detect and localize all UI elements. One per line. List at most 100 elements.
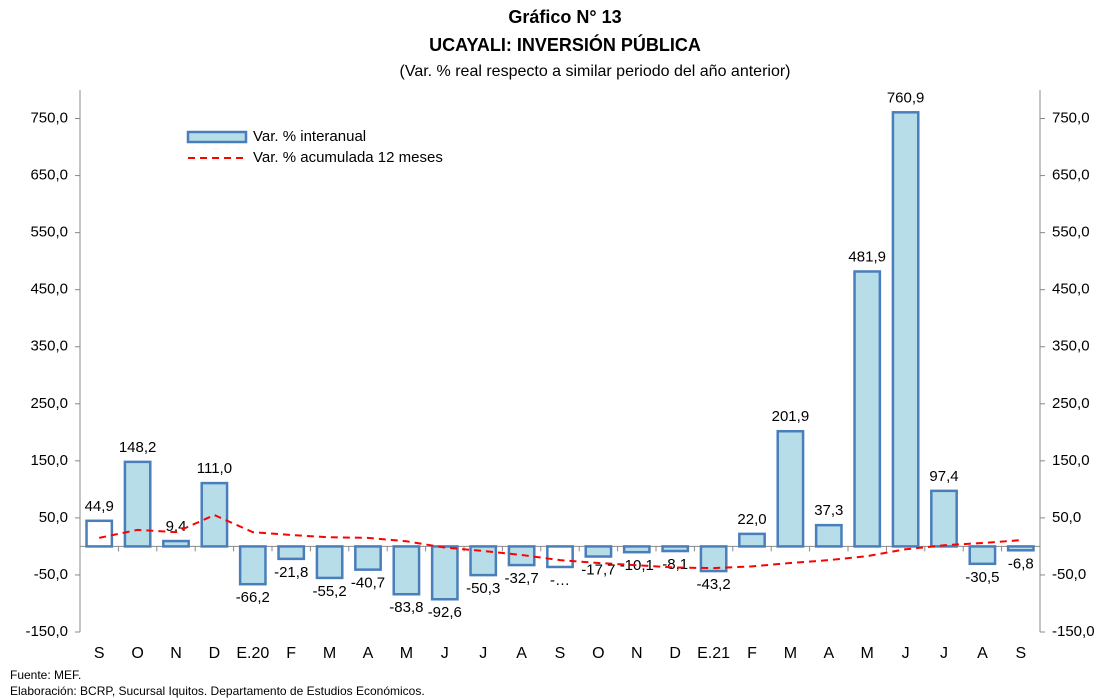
bar [162, 539, 190, 548]
y-tick-label: 150,0 [30, 452, 68, 469]
legend-label: Var. % acumulada 12 meses [253, 149, 443, 166]
y-tick-label: 350,0 [30, 338, 68, 355]
data-label: 22,0 [737, 511, 766, 528]
data-label: -66,2 [236, 589, 270, 606]
y2-tick-label: 250,0 [1052, 395, 1090, 412]
data-label: -30,5 [965, 569, 999, 586]
data-label: -… [550, 572, 570, 589]
x-tick-label: A [516, 645, 527, 662]
bar [699, 545, 728, 573]
x-tick-label: M [861, 645, 874, 662]
x-tick-label: M [784, 645, 797, 662]
legend-label: Var. % interanual [253, 128, 366, 145]
data-label: 760,9 [887, 89, 925, 106]
bar [85, 519, 114, 548]
x-tick-label: F [747, 645, 757, 662]
legend-swatch [186, 130, 248, 144]
x-tick-label: O [131, 645, 143, 662]
data-label: 201,9 [772, 408, 810, 425]
x-tick-label: J [441, 645, 449, 662]
y-tick-label: -150,0 [25, 623, 68, 640]
data-label: 9,4 [166, 518, 187, 535]
bar [507, 545, 536, 567]
note: Elaboración: BCRP, Sucursal Iquitos. Dep… [10, 684, 425, 698]
bar [814, 523, 843, 548]
x-tick-label: S [94, 645, 105, 662]
y2-tick-label: 650,0 [1052, 167, 1090, 184]
x-tick-label: J [940, 645, 948, 662]
x-tick-label: D [669, 645, 681, 662]
line [98, 513, 1021, 570]
bar [354, 545, 382, 571]
x-tick-label: J [902, 645, 910, 662]
chart-title: UCAYALI: INVERSIÓN PÚBLICA [429, 34, 701, 55]
chart-title: Gráfico N° 13 [508, 7, 621, 27]
x-tick-label: S [555, 645, 566, 662]
y2-tick-label: 50,0 [1052, 509, 1081, 526]
bar [930, 489, 958, 548]
data-label: 97,4 [929, 468, 958, 485]
x-tick-label: A [363, 645, 374, 662]
data-label: 44,9 [85, 498, 114, 515]
data-label: -8,1 [662, 556, 688, 573]
data-label: 481,9 [848, 248, 886, 265]
bar [661, 545, 690, 553]
bar [392, 545, 421, 596]
x-tick-label: N [631, 645, 643, 662]
bar [123, 460, 152, 548]
y-tick-label: 650,0 [30, 167, 68, 184]
x-tick-label: M [323, 645, 336, 662]
bar [200, 481, 229, 548]
data-label: -92,6 [428, 604, 462, 621]
y-tick-label: 50,0 [39, 509, 68, 526]
data-label: -43,2 [696, 576, 730, 593]
data-label: -55,2 [312, 583, 346, 600]
bar [853, 270, 882, 548]
bar [315, 545, 344, 580]
x-tick-label: M [400, 645, 413, 662]
y-tick-label: 450,0 [30, 281, 68, 298]
x-tick-label: D [209, 645, 221, 662]
bar [738, 532, 766, 548]
bar [968, 545, 997, 566]
x-tick-label: S [1015, 645, 1026, 662]
x-tick-label: J [479, 645, 487, 662]
x-tick-label: F [286, 645, 296, 662]
y2-tick-label: 550,0 [1052, 224, 1090, 241]
x-tick-label: E.21 [697, 645, 730, 662]
bar [776, 429, 805, 548]
x-tick-label: A [823, 645, 834, 662]
y-tick-label: 250,0 [30, 395, 68, 412]
data-label: -6,8 [1008, 555, 1034, 572]
source-note: Fuente: MEF. [10, 668, 81, 682]
bar [584, 545, 613, 558]
data-label: 111,0 [197, 460, 232, 477]
data-label: -32,7 [504, 570, 538, 587]
data-label: -83,8 [389, 599, 423, 616]
bar [430, 545, 459, 601]
chart-subtitle: (Var. % real respecto a similar periodo … [400, 63, 791, 80]
y-tick-label: 750,0 [30, 109, 68, 126]
y2-tick-label: -150,0 [1052, 623, 1095, 640]
y-tick-label: -50,0 [34, 566, 68, 583]
y2-tick-label: -50,0 [1052, 566, 1086, 583]
data-label: 37,3 [814, 502, 843, 519]
data-label: -10,1 [620, 557, 654, 574]
x-tick-label: O [592, 645, 604, 662]
bar [622, 545, 651, 554]
data-label: -50,3 [466, 580, 500, 597]
bar [238, 545, 267, 586]
bar [277, 545, 306, 561]
data-label: -17,7 [581, 561, 615, 578]
x-tick-label: N [170, 645, 182, 662]
y2-tick-label: 750,0 [1052, 109, 1090, 126]
x-tick-label: E.20 [236, 645, 269, 662]
y-tick-label: 550,0 [30, 224, 68, 241]
data-label: 148,2 [119, 439, 157, 456]
bar [891, 111, 920, 548]
data-label: -21,8 [274, 564, 308, 581]
x-tick-label: A [977, 645, 988, 662]
y2-tick-label: 350,0 [1052, 338, 1090, 355]
y2-tick-label: 150,0 [1052, 452, 1090, 469]
